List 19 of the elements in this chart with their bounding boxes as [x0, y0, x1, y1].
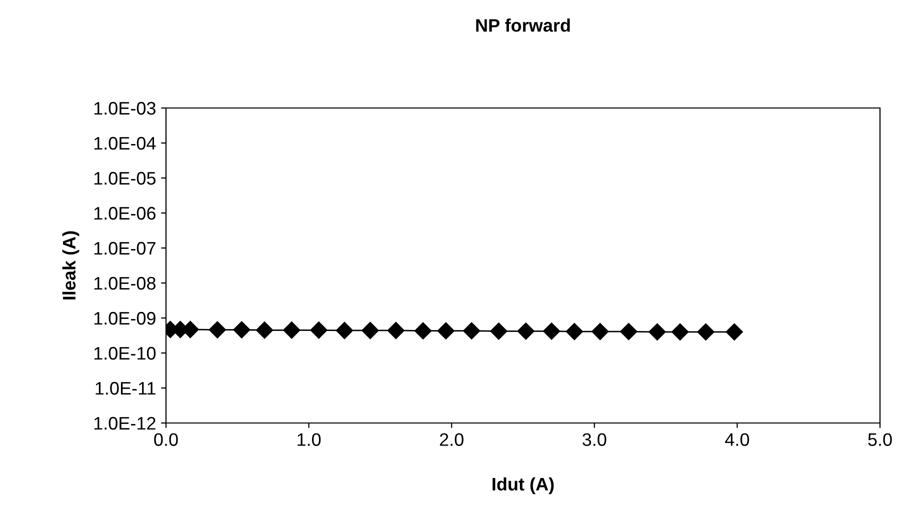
- y-tick-label: 1.0E-04: [94, 136, 156, 150]
- y-tick-label: 1.0E-10: [94, 346, 156, 360]
- x-tick-label: 1.0: [298, 433, 321, 446]
- y-tick-label: 1.0E-05: [94, 172, 156, 185]
- x-axis-title: Idut (A): [492, 477, 554, 494]
- y-tick-label: 1.0E-12: [94, 416, 156, 430]
- y-axis-title: Ileak (A): [62, 231, 80, 300]
- chart-title: NP forward: [476, 18, 570, 32]
- x-tick-label: 2.0: [440, 433, 464, 446]
- y-tick-label: 1.0E-08: [94, 276, 156, 290]
- y-tick-label: 1.0E-07: [94, 242, 156, 255]
- x-tick-label: 5.0: [868, 433, 892, 446]
- x-tick-label: 0.0: [154, 433, 178, 446]
- y-tick-label: 1.0E-09: [94, 312, 156, 325]
- y-tick-label: 1.0E-06: [94, 206, 156, 220]
- y-tick-label: 1.0E-11: [96, 382, 156, 395]
- y-tick-label: 1.0E-03: [94, 102, 156, 115]
- x-tick-label: 4.0: [725, 433, 750, 446]
- x-tick-label: 3.0: [582, 433, 606, 446]
